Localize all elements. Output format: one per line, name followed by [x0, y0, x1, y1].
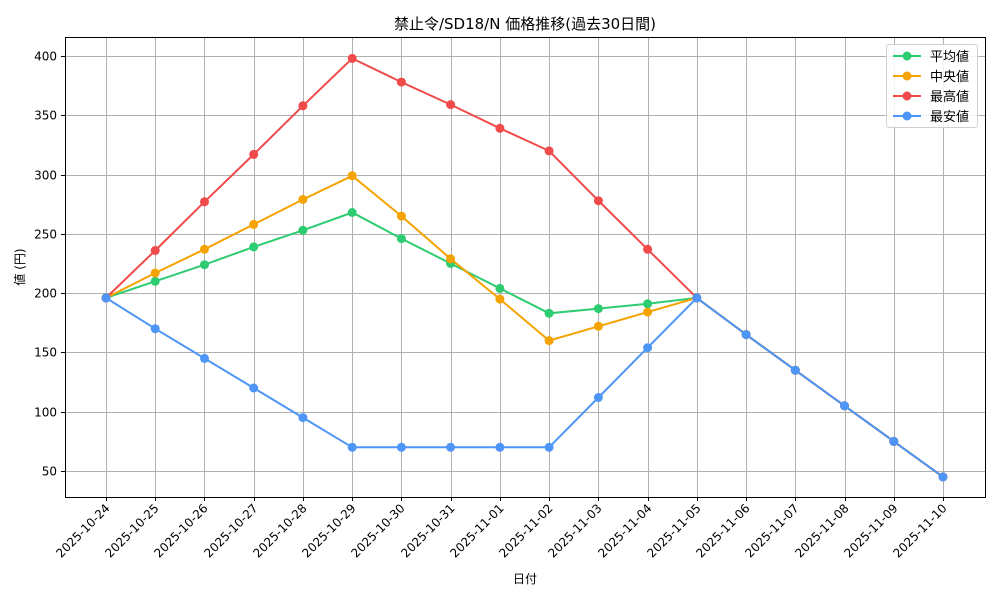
data-point — [298, 413, 308, 423]
data-point — [396, 442, 406, 452]
data-point — [889, 436, 899, 446]
data-point — [790, 365, 800, 375]
data-point — [200, 260, 209, 270]
axes-frame — [65, 37, 986, 498]
data-point — [593, 321, 603, 331]
data-point — [593, 304, 603, 314]
data-point — [643, 307, 653, 317]
series-line — [105, 296, 944, 478]
legend-item: 最安値 — [893, 109, 969, 125]
data-point — [298, 101, 308, 111]
data-point — [544, 308, 554, 318]
data-point — [298, 195, 308, 204]
y-tick-label: 100 — [34, 406, 57, 420]
data-point — [249, 149, 259, 159]
y-tick-label: 350 — [34, 109, 57, 123]
data-point — [741, 330, 751, 340]
data-point — [396, 77, 406, 87]
data-point — [643, 343, 653, 353]
legend-item: 最高値 — [893, 89, 969, 105]
y-tick-label: 250 — [34, 228, 57, 242]
series-1 — [101, 171, 948, 482]
data-point — [249, 242, 259, 252]
data-point — [150, 246, 160, 255]
series-line — [105, 211, 944, 478]
data-point — [347, 171, 357, 181]
legend-marker-icon — [902, 91, 912, 101]
legend-box — [886, 44, 978, 128]
data-point — [249, 383, 259, 393]
data-point — [150, 324, 160, 334]
data-point — [150, 276, 160, 286]
legend-label: 最高値 — [930, 89, 969, 105]
data-point — [347, 442, 357, 452]
legend-marker-icon — [902, 51, 912, 61]
legend-item: 平均値 — [893, 49, 969, 65]
data-point — [495, 442, 505, 452]
legend-label: 最安値 — [930, 109, 969, 125]
data-point — [495, 294, 505, 304]
y-tick-label: 300 — [34, 169, 57, 183]
data-point — [298, 225, 308, 235]
y-axis-ticks: 50 100 150 200 250 300 350 400 — [34, 50, 65, 479]
data-point — [495, 283, 505, 293]
grid-lines — [65, 37, 985, 497]
data-point — [544, 336, 554, 346]
y-tick-label: 200 — [34, 287, 57, 301]
data-point — [692, 293, 702, 303]
data-point — [593, 196, 603, 206]
data-point — [544, 442, 554, 452]
y-tick-label: 150 — [34, 346, 57, 360]
legend-item: 中央値 — [893, 69, 969, 85]
data-point — [446, 100, 456, 110]
series-2 — [101, 53, 948, 482]
y-axis-label: 値 (円) — [12, 248, 27, 285]
data-point — [495, 123, 505, 133]
data-point — [200, 353, 209, 363]
data-point — [446, 442, 456, 452]
legend-label: 平均値 — [930, 49, 969, 65]
legend-marker-icon — [902, 71, 912, 81]
data-point — [643, 244, 653, 254]
series-line — [105, 57, 944, 478]
series-0 — [101, 208, 948, 482]
data-point — [200, 244, 209, 254]
data-point — [396, 211, 406, 221]
legend-marker-icon — [902, 111, 912, 121]
data-point — [150, 268, 160, 278]
series-line — [105, 174, 944, 478]
data-point — [347, 208, 357, 217]
data-point — [101, 293, 111, 303]
data-point — [396, 234, 406, 244]
series-lines — [101, 53, 948, 482]
data-point — [446, 254, 456, 264]
data-point — [249, 219, 259, 229]
legend-label: 中央値 — [930, 69, 969, 85]
chart-title: 禁止令/SD18/N 価格推移(過去30日間) — [394, 15, 656, 33]
x-axis-ticks: 2025-10-242025-10-252025-10-262025-10-27… — [53, 497, 950, 560]
data-point — [840, 401, 849, 411]
y-tick-label: 50 — [42, 465, 57, 479]
data-point — [938, 472, 948, 482]
data-point — [593, 393, 603, 402]
data-point — [347, 53, 357, 63]
data-point — [544, 146, 554, 156]
data-point — [200, 197, 209, 207]
series-3 — [101, 293, 948, 482]
y-tick-label: 400 — [34, 50, 57, 64]
x-axis-label: 日付 — [513, 572, 537, 586]
data-point — [643, 299, 653, 309]
